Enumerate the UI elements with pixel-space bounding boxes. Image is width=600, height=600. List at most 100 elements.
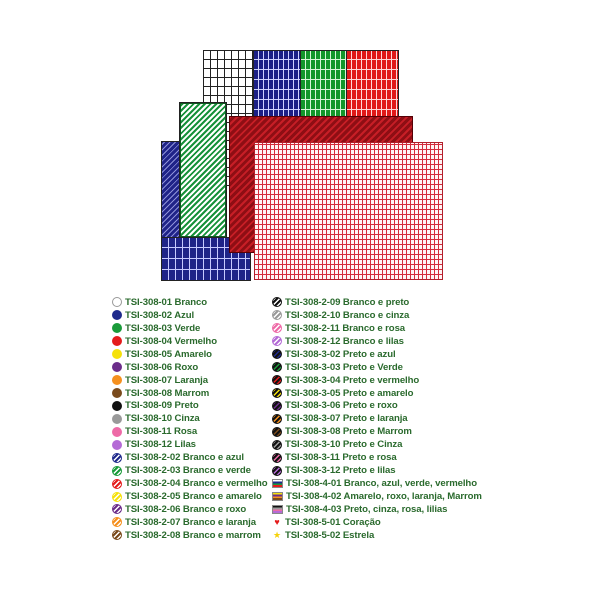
- legend-label: TSI-308-2-10 Branco e cinza: [285, 309, 410, 321]
- legend-item: ♥ TSI-308-5-01 Coração: [272, 516, 482, 529]
- legend-item: TSI-308-07 Laranja: [112, 374, 268, 387]
- legend-label: TSI-308-4-03 Preto, cinza, rosa, lilias: [286, 503, 448, 515]
- legend-label: TSI-308-5-01 Coração: [285, 516, 381, 528]
- legend-item: TSI-308-10 Cinza: [112, 412, 268, 425]
- legend-label: TSI-308-07 Laranja: [125, 374, 208, 386]
- striped-swatch-icon: [272, 413, 282, 424]
- legend-item: TSI-308-3-10 Preto e Cinza: [272, 438, 482, 451]
- legend-label: TSI-308-02 Azul: [125, 309, 195, 321]
- legend-item: TSI-308-3-03 Preto e Verde: [272, 361, 482, 374]
- striped-swatch-icon: [272, 336, 282, 347]
- pink-checker-sheet: [254, 142, 443, 280]
- legend-item: TSI-308-01 Branco: [112, 296, 268, 309]
- striped-swatch-icon: [272, 362, 282, 373]
- multicolor-band-swatch-icon: [272, 479, 283, 489]
- legend-label: TSI-308-3-02 Preto e azul: [285, 348, 396, 360]
- color-swatch-icon: [112, 349, 122, 360]
- color-swatch-icon: [112, 413, 122, 424]
- legend-label: TSI-308-2-08 Branco e marrom: [125, 529, 261, 541]
- multicolor-band-swatch-icon: [272, 504, 283, 514]
- legend-label: TSI-308-3-05 Preto e amarelo: [285, 387, 414, 399]
- striped-swatch-icon: [112, 478, 122, 489]
- legend-label: TSI-308-03 Verde: [125, 322, 201, 334]
- legend-label: TSI-308-2-11 Branco e rosa: [285, 322, 406, 334]
- striped-swatch-icon: [272, 426, 282, 437]
- striped-swatch-icon: [112, 491, 122, 502]
- legend-label: TSI-308-3-12 Preto e lilas: [285, 465, 396, 477]
- striped-swatch-icon: [272, 297, 282, 308]
- legend-label: TSI-308-2-06 Branco e roxo: [125, 503, 247, 515]
- striped-swatch-icon: [112, 465, 122, 476]
- striped-swatch-icon: [272, 349, 282, 360]
- legend-item: TSI-308-08 Marrom: [112, 387, 268, 400]
- legend-item: TSI-308-05 Amarelo: [112, 348, 268, 361]
- multicolor-band-swatch-icon: [272, 492, 283, 502]
- green-grid-sheet: [300, 50, 347, 120]
- star-icon: ★: [272, 530, 282, 541]
- legend-item: TSI-308-3-11 Preto e rosa: [272, 451, 482, 464]
- legend-item: TSI-308-3-05 Preto e amarelo: [272, 387, 482, 400]
- striped-swatch-icon: [272, 375, 282, 386]
- legend-item: ★ TSI-308-5-02 Estrela: [272, 529, 482, 542]
- legend-label: TSI-308-3-11 Preto e rosa: [285, 452, 397, 464]
- legend-item: TSI-308-2-09 Branco e preto: [272, 296, 482, 309]
- striped-swatch-icon: [272, 400, 282, 411]
- legend-label: TSI-308-3-08 Preto e Marrom: [285, 426, 412, 438]
- legend-item: TSI-308-2-02 Branco e azul: [112, 451, 268, 464]
- legend-item: TSI-308-3-06 Preto e roxo: [272, 400, 482, 413]
- legend-label: TSI-308-2-02 Branco e azul: [125, 452, 244, 464]
- legend-item: TSI-308-2-03 Branco e verde: [112, 464, 268, 477]
- striped-swatch-icon: [272, 439, 282, 450]
- legend-right-column: TSI-308-2-09 Branco e preto TSI-308-2-10 …: [272, 296, 482, 542]
- legend-item: TSI-308-3-08 Preto e Marrom: [272, 425, 482, 438]
- legend-label: TSI-308-09 Preto: [125, 400, 199, 412]
- legend-item: TSI-308-03 Verde: [112, 322, 268, 335]
- legend-item: TSI-308-4-01 Branco, azul, verde, vermel…: [272, 477, 482, 490]
- striped-swatch-icon: [272, 452, 282, 463]
- legend-label: TSI-308-04 Vermelho: [125, 335, 217, 347]
- legend-label: TSI-308-11 Rosa: [125, 426, 198, 438]
- blue-grid-sheet: [253, 50, 301, 120]
- legend-label: TSI-308-01 Branco: [125, 296, 208, 308]
- striped-swatch-icon: [272, 323, 282, 334]
- legend-label: TSI-308-06 Roxo: [125, 361, 199, 373]
- legend-item: TSI-308-3-04 Preto e vermelho: [272, 374, 482, 387]
- legend-label: TSI-308-3-10 Preto e Cinza: [285, 439, 403, 451]
- legend-item: TSI-308-3-02 Preto e azul: [272, 348, 482, 361]
- legend-item: TSI-308-2-10 Branco e cinza: [272, 309, 482, 322]
- striped-swatch-icon: [272, 310, 282, 321]
- legend-item: TSI-308-2-05 Branco e amarelo: [112, 490, 268, 503]
- legend-label: TSI-308-3-04 Preto e vermelho: [285, 374, 420, 386]
- legend-left-column: TSI-308-01 Branco TSI-308-02 Azul TSI-308-…: [112, 296, 268, 542]
- color-swatch-icon: [112, 388, 122, 399]
- striped-swatch-icon: [272, 465, 282, 476]
- legend-label: TSI-308-4-01 Branco, azul, verde, vermel…: [286, 478, 477, 490]
- legend-item: TSI-308-2-12 Branco e lilas: [272, 335, 482, 348]
- striped-swatch-icon: [112, 452, 122, 463]
- color-swatch-icon: [112, 297, 122, 308]
- color-swatch-icon: [112, 310, 122, 321]
- legend-item: TSI-308-02 Azul: [112, 309, 268, 322]
- legend-item: TSI-308-09 Preto: [112, 400, 268, 413]
- color-swatch-icon: [112, 426, 122, 437]
- legend-item: TSI-308-2-11 Branco e rosa: [272, 322, 482, 335]
- legend-item: TSI-308-4-02 Amarelo, roxo, laranja, Mar…: [272, 490, 482, 503]
- legend-label: TSI-308-3-03 Preto e Verde: [285, 361, 403, 373]
- legend-item: TSI-308-3-12 Preto e lilas: [272, 464, 482, 477]
- legend-label: TSI-308-4-02 Amarelo, roxo, laranja, Mar…: [286, 491, 482, 503]
- legend-label: TSI-308-2-05 Branco e amarelo: [125, 491, 262, 503]
- legend-item: TSI-308-11 Rosa: [112, 425, 268, 438]
- color-swatch-icon: [112, 362, 122, 373]
- legend-item: TSI-308-2-06 Branco e roxo: [112, 503, 268, 516]
- legend-item: TSI-308-04 Vermelho: [112, 335, 268, 348]
- color-swatch-icon: [112, 336, 122, 347]
- legend-label: TSI-308-2-12 Branco e lilas: [285, 335, 404, 347]
- legend-label: TSI-308-2-04 Branco e vermelho: [125, 478, 268, 490]
- legend-label: TSI-308-2-03 Branco e verde: [125, 465, 251, 477]
- legend-label: TSI-308-2-07 Branco e laranja: [125, 516, 256, 528]
- striped-swatch-icon: [112, 504, 122, 515]
- legend-item: TSI-308-06 Roxo: [112, 361, 268, 374]
- legend-item: TSI-308-2-08 Branco e marrom: [112, 529, 268, 542]
- striped-swatch-icon: [272, 388, 282, 399]
- legend-item: TSI-308-12 Lilas: [112, 438, 268, 451]
